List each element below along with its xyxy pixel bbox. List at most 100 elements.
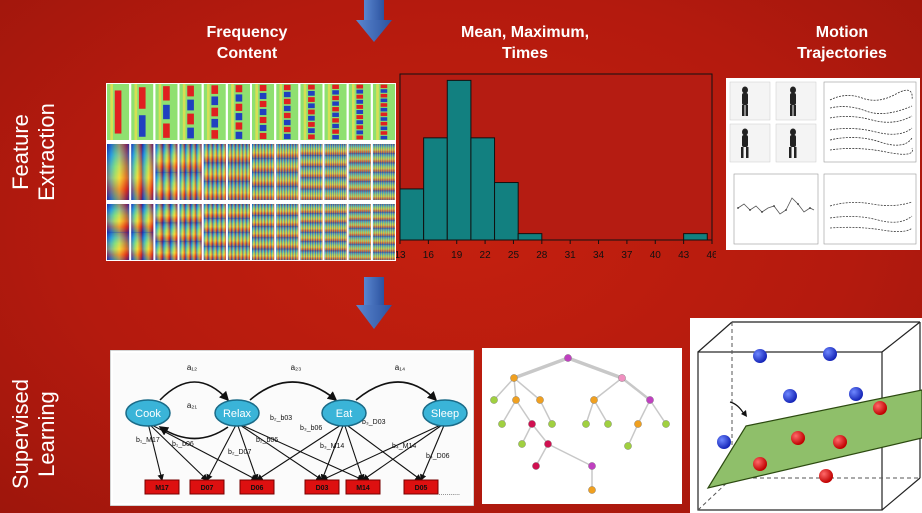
frequency-cell xyxy=(324,84,347,140)
observation-label: M14 xyxy=(356,485,370,492)
transition-label: a₁₂ xyxy=(187,363,197,372)
emission-edge xyxy=(147,422,258,481)
histogram-bar xyxy=(446,79,472,241)
emission-label: b₃_D03 xyxy=(362,419,386,426)
red-class-point xyxy=(873,401,887,415)
emission-edge xyxy=(147,422,208,481)
frequency-cell xyxy=(107,84,130,140)
transition-arc xyxy=(159,381,230,402)
mean-maximum-times-header: Mean, Maximum, Times xyxy=(420,22,630,64)
frequency-cell xyxy=(324,204,347,260)
observation-box xyxy=(403,479,439,495)
tree-node xyxy=(634,420,642,428)
tree-edge xyxy=(513,356,569,380)
transition-arc xyxy=(158,426,229,440)
tree-node xyxy=(646,396,654,404)
feature-extraction-line1: Feature xyxy=(8,114,33,190)
tree-edge xyxy=(513,377,541,401)
red-class-point xyxy=(753,457,767,471)
observation-box xyxy=(144,479,180,495)
histogram-chart: 13 16 19 22 25 28 31 34 37 40 43 46 xyxy=(396,73,716,261)
transition-label: a₁₄ xyxy=(395,363,405,372)
frequency-cell xyxy=(252,144,275,200)
frequency-cell xyxy=(131,204,154,260)
histogram-tick-label: 16 xyxy=(423,250,435,261)
emission-edge xyxy=(320,422,345,482)
motion-trajectories-header: Motion Trajectories xyxy=(772,22,912,64)
frequency-cell xyxy=(107,204,130,260)
histogram-bar xyxy=(399,188,425,241)
emission-edge xyxy=(343,422,365,482)
plane-pointer xyxy=(729,401,745,415)
histogram-bar xyxy=(470,137,496,241)
tree-edge xyxy=(535,443,549,467)
emission-edge xyxy=(206,422,238,481)
emission-edge xyxy=(256,422,345,481)
frequency-cell xyxy=(276,144,299,200)
tree-node xyxy=(588,486,596,494)
frequency-header-line1: Frequency xyxy=(206,24,288,41)
mean-header-line1: Mean, Maximum, xyxy=(460,24,590,41)
tree-edge xyxy=(593,399,609,425)
tree-node xyxy=(498,420,506,428)
frequency-cell xyxy=(107,144,130,200)
frequency-cell xyxy=(203,84,226,140)
frequency-cell xyxy=(252,84,275,140)
tree-edge xyxy=(627,423,639,447)
trajectory-plot-3 xyxy=(823,173,917,245)
tree-node xyxy=(604,420,612,428)
motion-header-line2: Trajectories xyxy=(797,45,887,62)
frequency-cell xyxy=(252,204,275,260)
observation-label: M17 xyxy=(155,485,169,492)
tree-node xyxy=(624,442,632,450)
frequency-cell xyxy=(203,204,226,260)
tree-node xyxy=(544,440,552,448)
frequency-cell xyxy=(324,144,347,200)
emission-label: b₄_D06 xyxy=(426,453,450,460)
frequency-cell xyxy=(276,84,299,140)
observation-box xyxy=(189,479,225,495)
tree-edge xyxy=(539,399,553,425)
emission-edge xyxy=(236,422,259,482)
motion-trajectories-image xyxy=(726,78,920,250)
tree-node xyxy=(518,440,526,448)
frequency-cell xyxy=(348,144,371,200)
tree-node xyxy=(618,374,626,382)
top-down-arrow-icon xyxy=(356,0,392,42)
histogram-tick-label: 43 xyxy=(678,250,690,261)
motion-header-line1: Motion xyxy=(815,24,869,41)
frequency-cell xyxy=(372,84,395,140)
blue-class-point xyxy=(717,435,731,449)
observation-label: D06 xyxy=(251,485,264,492)
emission-label: b₂_D07 xyxy=(228,449,251,456)
transition-label: a₂₁ xyxy=(187,401,198,410)
emission-label: b₂_b06 xyxy=(256,437,278,444)
tree-edge xyxy=(515,399,533,425)
red-class-point xyxy=(819,469,833,483)
histogram-tick-label: 34 xyxy=(593,250,605,261)
trajectory-plot-1 xyxy=(823,81,917,163)
histogram-tick-label: 40 xyxy=(650,250,662,261)
frequency-cell xyxy=(276,204,299,260)
state-node xyxy=(422,399,468,427)
emission-edge xyxy=(362,422,446,481)
trajectory-plot-2 xyxy=(733,173,819,245)
frequency-cell xyxy=(155,204,178,260)
tree-edge xyxy=(621,377,651,401)
emission-label: b₂_b03 xyxy=(270,415,292,422)
frequency-cell xyxy=(300,144,323,200)
tree-node xyxy=(662,420,670,428)
frequency-cell xyxy=(155,144,178,200)
histogram-tick-label: 25 xyxy=(508,250,520,261)
frequency-cell xyxy=(179,84,202,140)
histogram-bar xyxy=(683,233,708,241)
feature-extraction-label: Feature Extraction xyxy=(8,92,64,212)
red-class-point xyxy=(833,435,847,449)
histogram-tick-label: 28 xyxy=(536,250,548,261)
observation-box xyxy=(304,479,340,495)
tree-node xyxy=(588,462,596,470)
tree-edge xyxy=(547,443,593,467)
tree-edge xyxy=(585,399,595,425)
frequency-cell xyxy=(179,144,202,200)
